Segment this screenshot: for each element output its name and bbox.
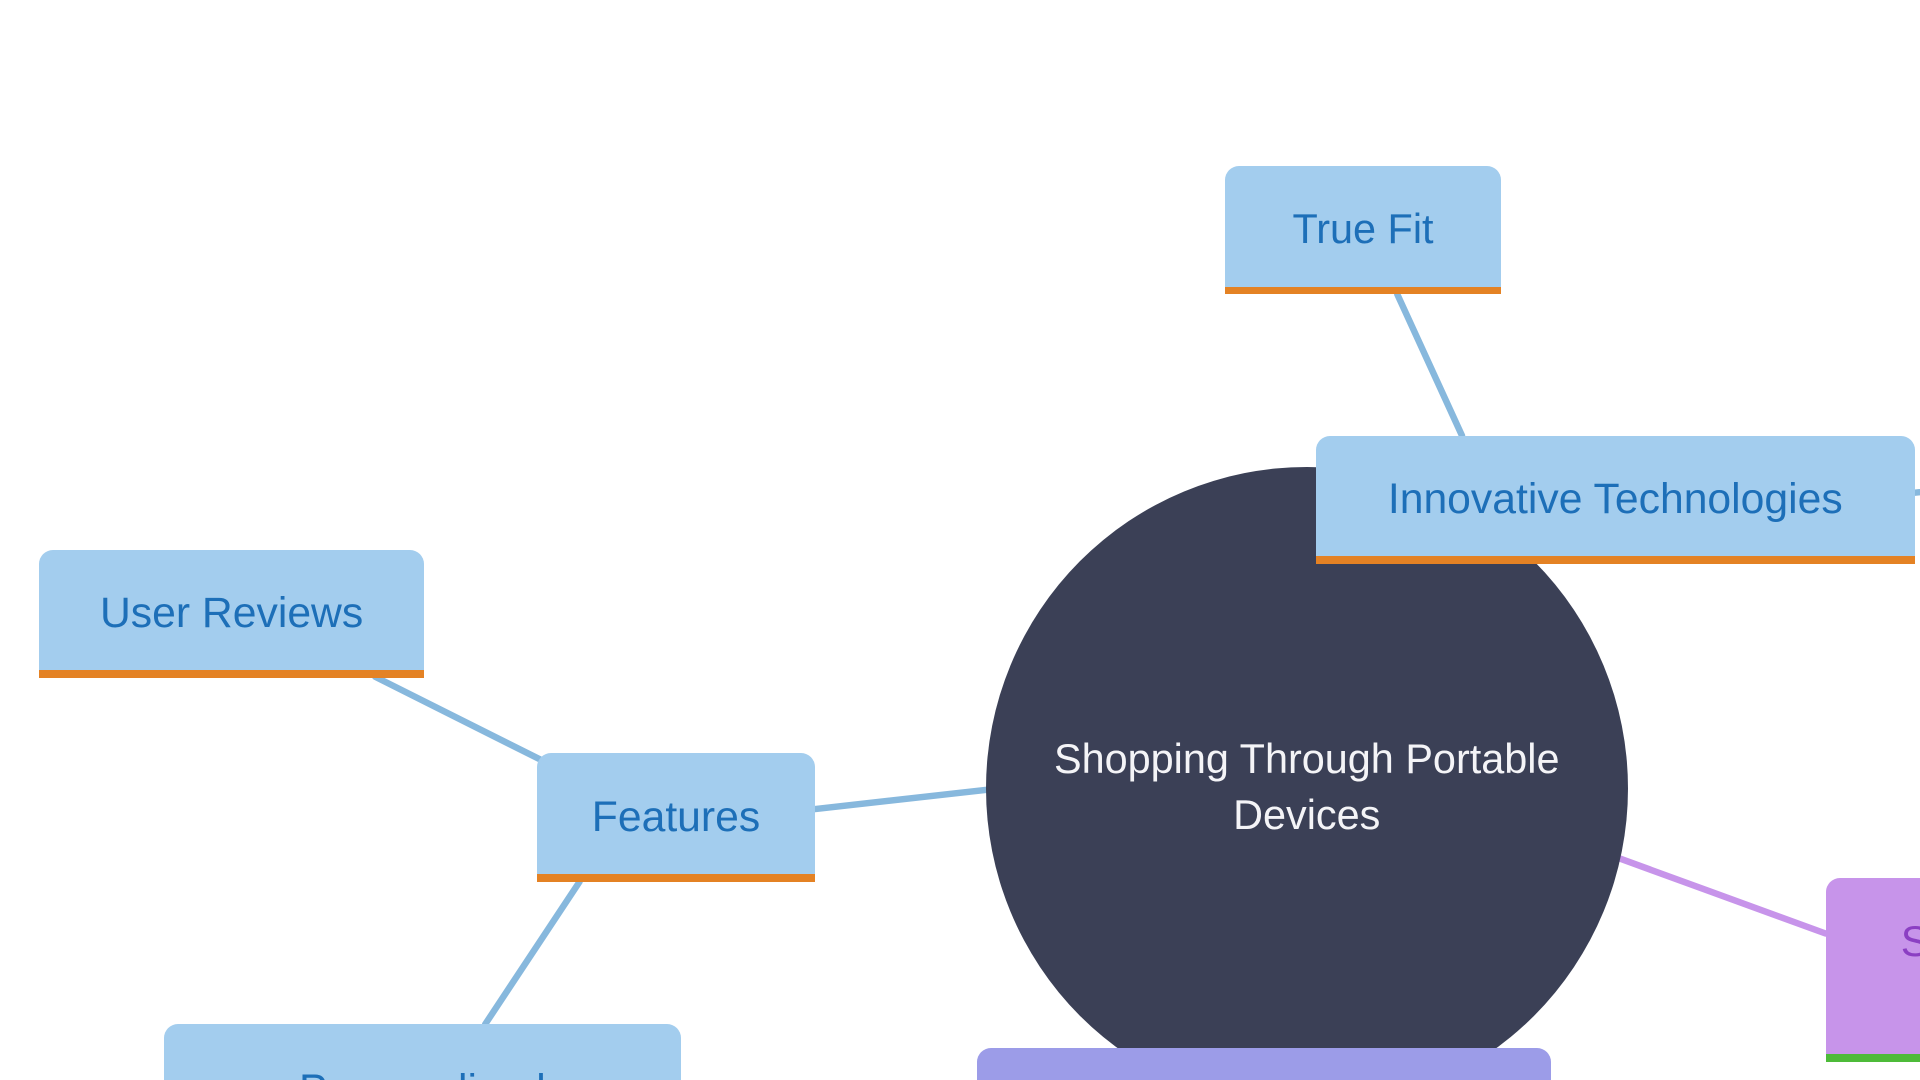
mindmap-stage: Shopping Through Portable Devices True F…: [0, 0, 1920, 1080]
node-label: Innovative Technologies: [1388, 473, 1843, 526]
edge-center-features: [815, 788, 1000, 809]
node-underline: [1225, 287, 1501, 295]
node-user-reviews: User Reviews: [39, 550, 425, 678]
node-label: Streamlined Shopping Experience: [1844, 916, 1920, 1023]
node-label: Features: [592, 791, 760, 844]
node-underline: [39, 670, 425, 678]
edge-center-streamlined-shopping: [1612, 856, 1825, 934]
node-features: Features: [537, 753, 815, 881]
node-underline: [537, 874, 815, 882]
edge-features-user-reviews: [375, 677, 556, 768]
node-underline: [1316, 556, 1915, 564]
node-label: User Reviews: [100, 587, 363, 640]
node-label: True Fit: [1292, 204, 1433, 256]
node-true-fit: True Fit: [1225, 166, 1501, 294]
node-personalized-rec: Personalized Recommendations: [164, 1024, 680, 1080]
edge-features-personalized-rec: [485, 882, 579, 1025]
edge-innovative-tech-true-fit: [1397, 294, 1462, 435]
node-innovative-tech: Innovative Technologies: [1316, 436, 1915, 564]
node-customer-engagement: Customer Engagement: [977, 1048, 1551, 1080]
node-underline: [1826, 1054, 1920, 1062]
center-label: Shopping Through Portable Devices: [1026, 732, 1588, 844]
edge-innovative-tech-zippin: [1915, 477, 1920, 493]
node-label: Personalized Recommendations: [182, 1064, 662, 1080]
node-streamlined-shopping: Streamlined Shopping Experience: [1826, 878, 1920, 1062]
